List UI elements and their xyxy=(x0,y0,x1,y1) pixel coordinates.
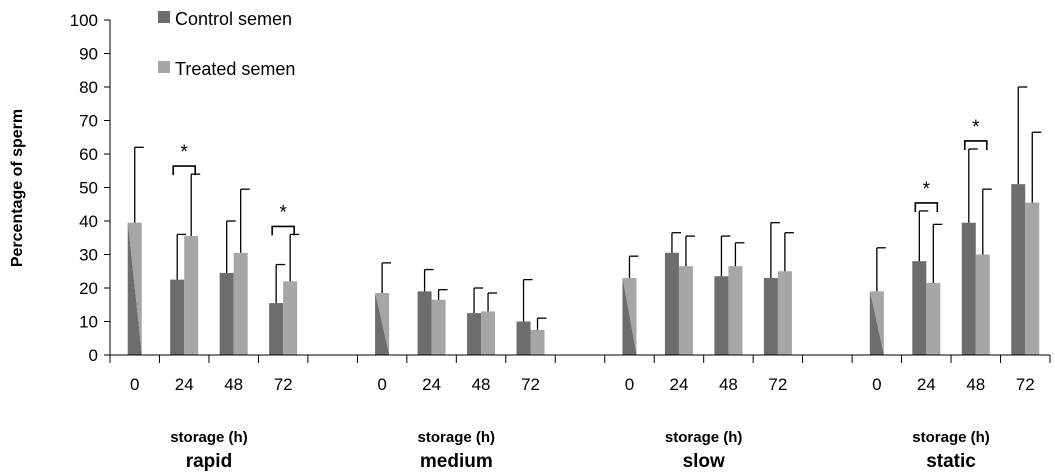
legend: Control semen Treated semen xyxy=(158,9,295,79)
group-subtitle: storage (h) xyxy=(912,429,990,446)
significance-bracket xyxy=(271,225,295,236)
significance-marker: * xyxy=(923,179,931,200)
x-tick-label: 48 xyxy=(472,375,491,394)
group-name: medium xyxy=(420,451,493,472)
y-tick-label: 90 xyxy=(79,45,98,64)
significance-marker: * xyxy=(181,142,189,163)
x-tick-label: 72 xyxy=(768,375,787,394)
group-slow xyxy=(622,222,794,355)
y-tick-label: 10 xyxy=(79,313,98,332)
x-tick-label: 72 xyxy=(521,375,540,394)
bar-control xyxy=(170,279,185,355)
group-subtitle: storage (h) xyxy=(170,429,248,446)
group-rapid: ** xyxy=(127,142,300,355)
group-static: ** xyxy=(869,86,1042,355)
x-tick-label: 72 xyxy=(274,375,293,394)
y-axis: 0 10 20 30 40 50 60 70 80 90 100 xyxy=(70,11,111,365)
y-tick-label: 40 xyxy=(79,212,98,231)
bars-layer: **** xyxy=(127,86,1042,355)
legend-label-control: Control semen xyxy=(175,9,292,29)
group-name: static xyxy=(926,451,976,472)
group-subtitle: storage (h) xyxy=(665,429,743,446)
group-subtitle: storage (h) xyxy=(418,429,496,446)
bar-treated xyxy=(1025,202,1040,355)
significance-marker: * xyxy=(279,202,287,223)
bar-control xyxy=(516,321,531,355)
y-tick-label: 30 xyxy=(79,246,98,265)
group-name: rapid xyxy=(186,451,232,472)
bar-control xyxy=(1011,184,1026,355)
x-tick-label: 72 xyxy=(1016,375,1035,394)
significance-bracket xyxy=(963,140,988,150)
bar-treated xyxy=(728,266,743,355)
legend-swatch-control xyxy=(158,11,170,23)
legend-swatch-treated xyxy=(158,61,170,73)
bar-control xyxy=(714,276,729,355)
x-tick-label: 24 xyxy=(917,375,936,394)
bar-baseline xyxy=(127,222,142,355)
bar-treated xyxy=(678,266,693,355)
legend-label-treated: Treated semen xyxy=(175,59,295,79)
bar-control xyxy=(763,277,778,355)
y-tick-label: 50 xyxy=(79,179,98,198)
bar-control xyxy=(664,252,679,355)
bar-treated xyxy=(184,236,199,355)
x-tick-label: 24 xyxy=(175,375,194,394)
y-tick-label: 70 xyxy=(79,112,98,131)
bar-treated xyxy=(233,252,248,355)
y-tick-label: 60 xyxy=(79,145,98,164)
x-tick-label: 24 xyxy=(669,375,688,394)
bar-treated xyxy=(431,299,446,355)
significance-bracket xyxy=(914,202,939,212)
x-tick-label: 48 xyxy=(719,375,738,394)
bar-baseline xyxy=(375,293,390,355)
x-tick-label: 0 xyxy=(625,375,634,394)
x-tick-label: 24 xyxy=(422,375,441,394)
group-medium xyxy=(375,262,547,355)
bar-control xyxy=(219,272,234,355)
bar-control xyxy=(467,313,482,355)
bar-treated xyxy=(481,311,496,355)
y-tick-label: 0 xyxy=(89,346,98,365)
y-tick-label: 80 xyxy=(79,78,98,97)
x-tick-label: 0 xyxy=(130,375,139,394)
y-axis-title: Percentage of sperm xyxy=(9,109,26,267)
x-tick-label: 0 xyxy=(872,375,881,394)
bar-treated xyxy=(283,281,298,355)
x-axis: 0 24 48 72 storage (h) rapid 0 24 48 72 storage (h… xyxy=(109,354,1051,472)
x-tick-label: 48 xyxy=(966,375,985,394)
x-tick-label: 48 xyxy=(224,375,243,394)
bar-baseline xyxy=(869,291,884,355)
bar-control xyxy=(417,291,432,355)
bar-control xyxy=(912,261,927,355)
bar-treated xyxy=(777,271,792,355)
significance-bracket xyxy=(172,165,197,176)
x-tick-label: 0 xyxy=(377,375,386,394)
bar-treated xyxy=(975,254,990,355)
group-name: slow xyxy=(683,451,725,472)
bar-baseline xyxy=(622,277,637,355)
y-tick-label: 100 xyxy=(70,11,98,30)
bar-treated xyxy=(530,329,545,355)
bar-control xyxy=(961,222,976,355)
significance-marker: * xyxy=(972,117,980,138)
bar-treated xyxy=(926,282,941,355)
y-tick-label: 20 xyxy=(79,279,98,298)
bar-control xyxy=(269,303,284,355)
